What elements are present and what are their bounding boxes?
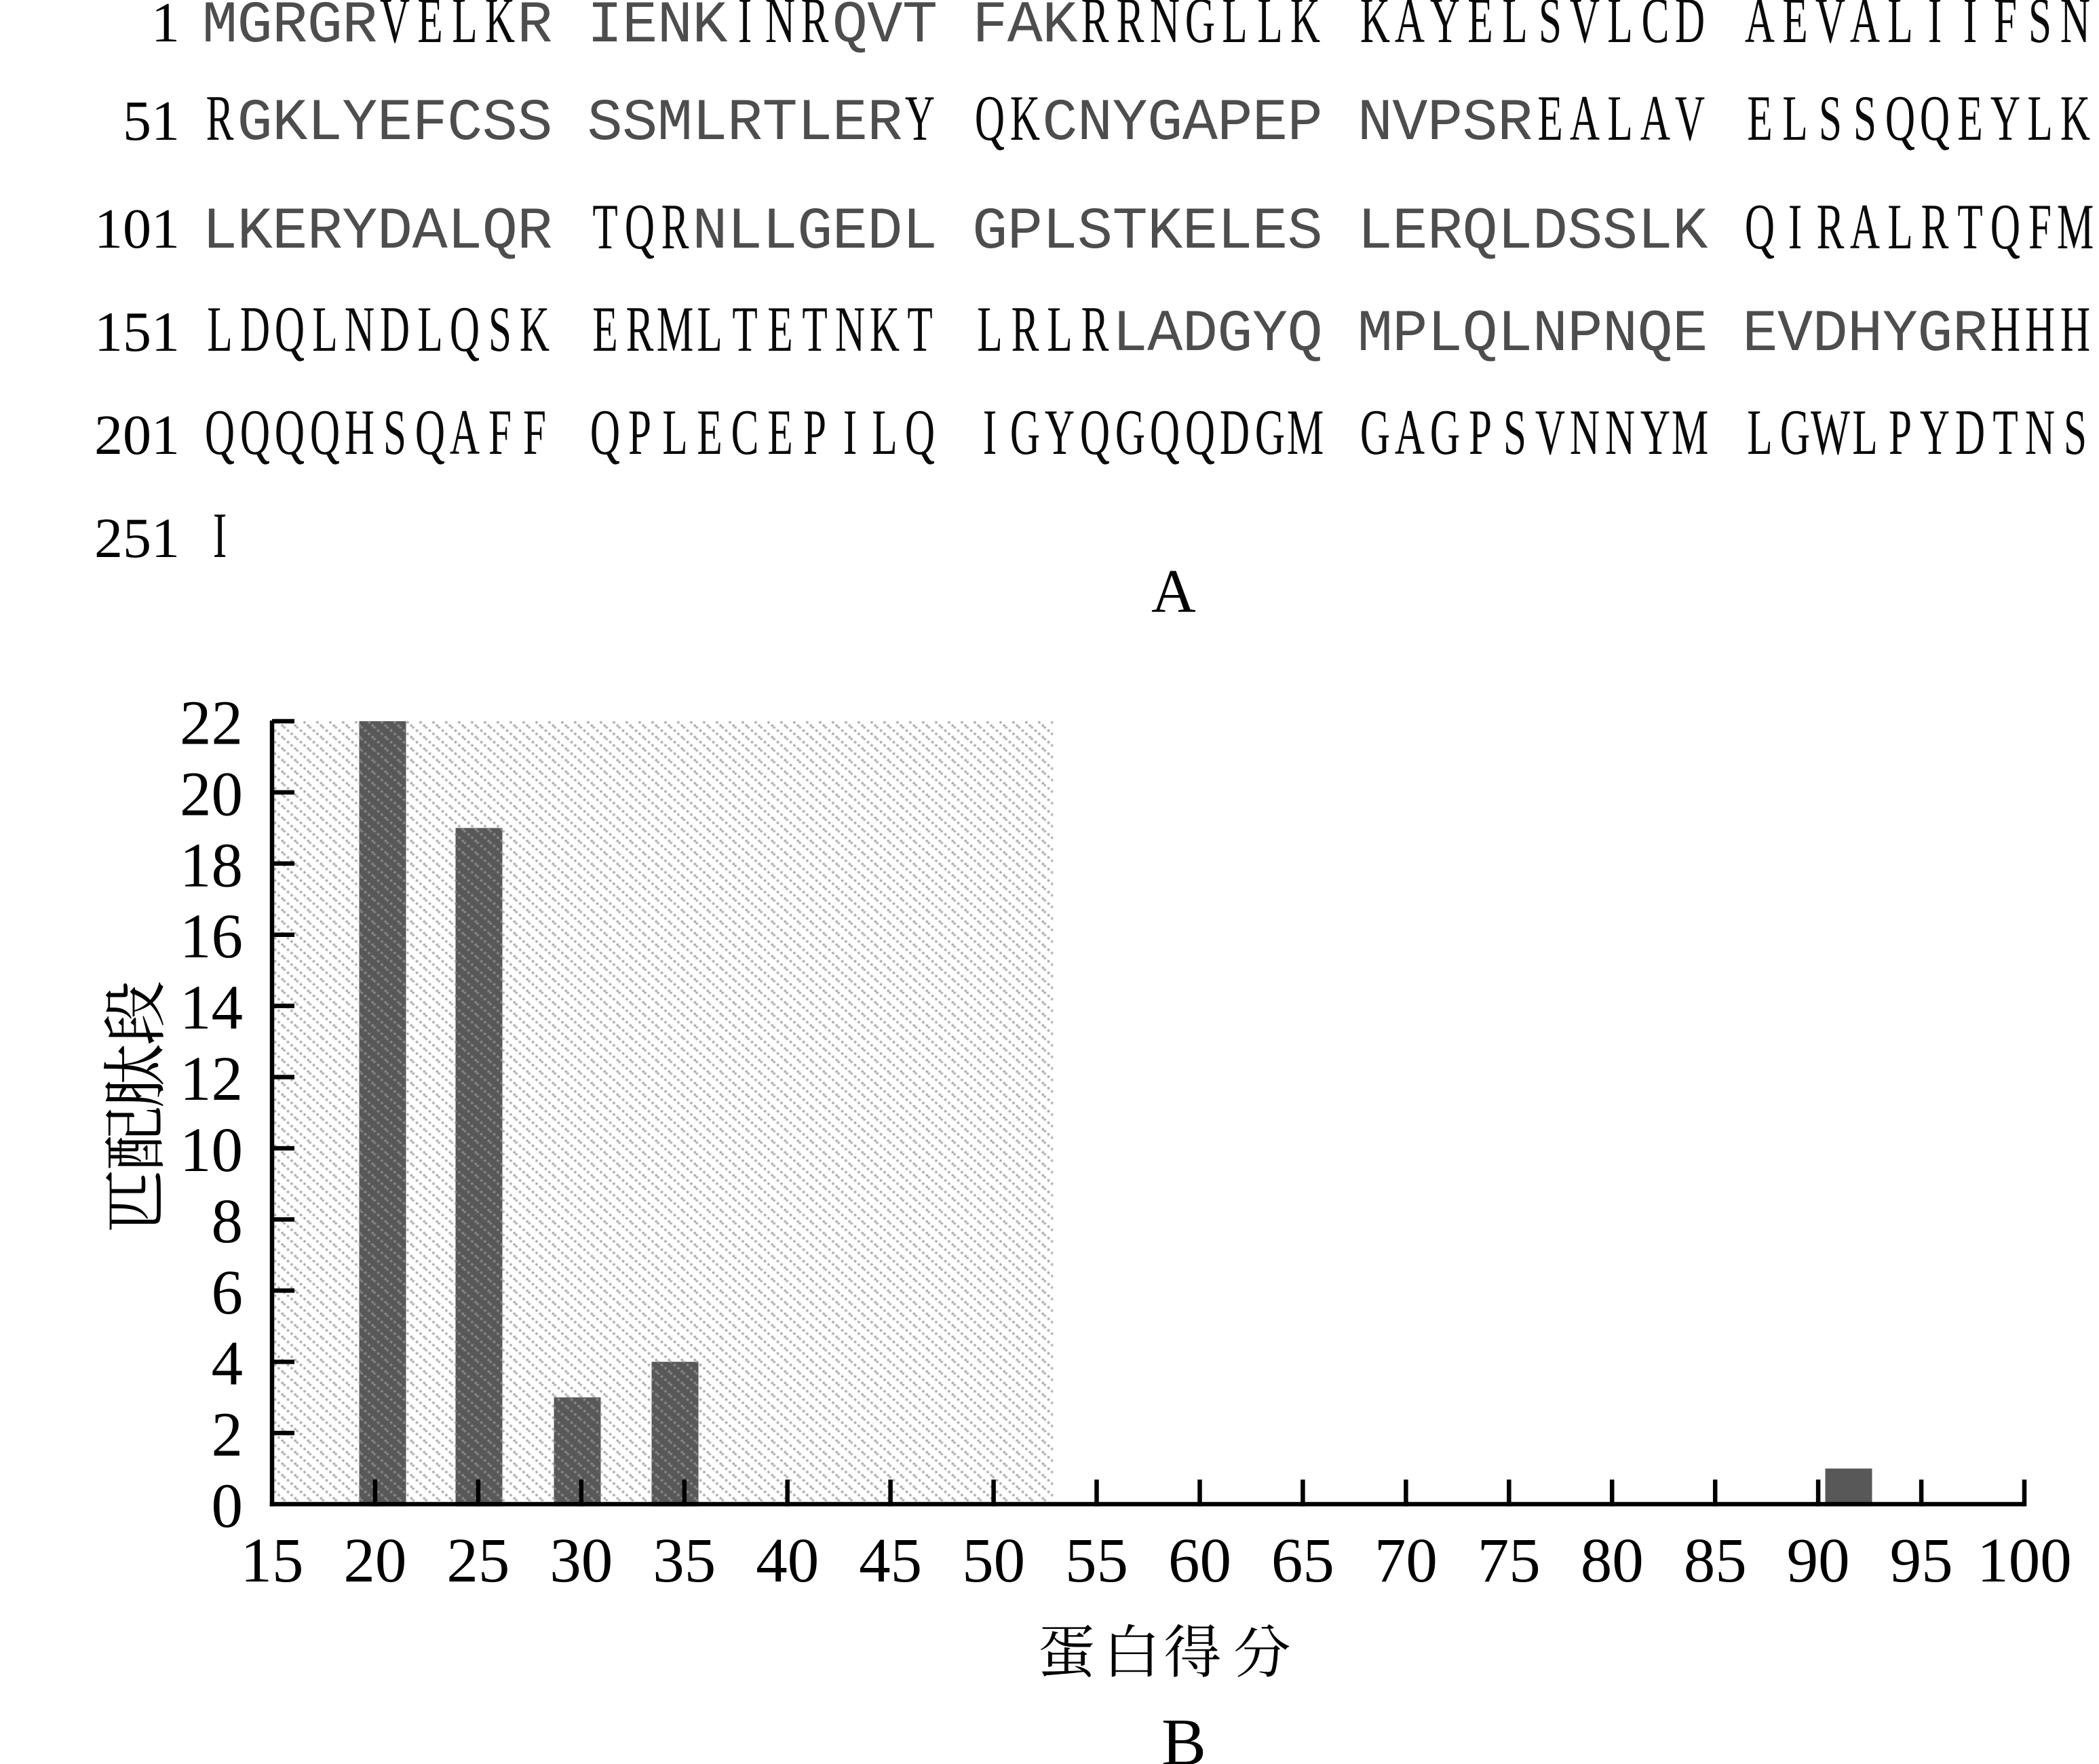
svg-text:25: 25 [446, 1526, 509, 1596]
svg-text:20: 20 [343, 1526, 406, 1596]
svg-text:12: 12 [180, 1044, 243, 1114]
svg-text:22: 22 [180, 689, 243, 759]
svg-text:14: 14 [180, 973, 243, 1043]
svg-text:45: 45 [859, 1526, 922, 1596]
svg-text:6: 6 [212, 1258, 244, 1328]
svg-text:90: 90 [1787, 1526, 1850, 1596]
svg-text:100: 100 [1977, 1526, 2072, 1596]
svg-text:20: 20 [180, 759, 243, 829]
svg-text:55: 55 [1065, 1526, 1128, 1596]
svg-text:2: 2 [212, 1400, 244, 1470]
svg-text:80: 80 [1581, 1526, 1644, 1596]
svg-text:8: 8 [212, 1187, 244, 1257]
svg-text:16: 16 [180, 902, 243, 972]
svg-text:65: 65 [1271, 1526, 1334, 1596]
svg-text:70: 70 [1374, 1526, 1438, 1596]
svg-text:95: 95 [1890, 1526, 1953, 1596]
svg-text:0: 0 [212, 1472, 244, 1541]
svg-text:4: 4 [212, 1329, 244, 1399]
svg-text:10: 10 [180, 1115, 243, 1185]
svg-text:35: 35 [653, 1526, 716, 1596]
svg-text:40: 40 [756, 1526, 819, 1596]
svg-text:60: 60 [1168, 1526, 1231, 1596]
svg-text:75: 75 [1478, 1526, 1541, 1596]
svg-text:50: 50 [962, 1526, 1025, 1596]
svg-text:15: 15 [241, 1526, 304, 1596]
svg-text:18: 18 [180, 830, 243, 900]
svg-text:30: 30 [550, 1526, 613, 1596]
svg-text:85: 85 [1684, 1526, 1747, 1596]
